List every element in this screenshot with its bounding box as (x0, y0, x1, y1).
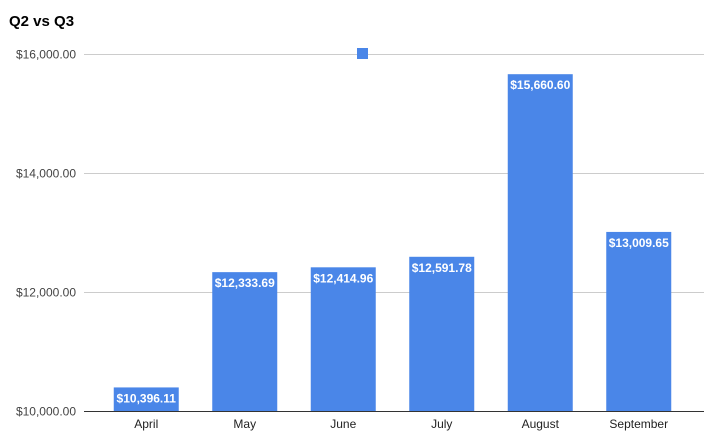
bar-june (310, 267, 376, 411)
x-tick-label: April (134, 417, 158, 431)
bar-april (113, 387, 179, 411)
y-tick-label: $16,000.00 (16, 48, 76, 62)
x-tick-label: May (233, 417, 256, 431)
y-tick-label: $12,000.00 (16, 286, 76, 300)
x-tick-label: July (431, 417, 452, 431)
x-tick-label: September (609, 417, 668, 431)
data-label: $12,333.69 (215, 276, 275, 290)
bar-august (507, 74, 573, 411)
data-label: $12,591.78 (412, 261, 472, 275)
y-tick-label: $10,000.00 (16, 405, 76, 419)
data-label: $13,009.65 (609, 236, 669, 250)
bar-september (606, 231, 672, 411)
data-label: $15,660.60 (510, 78, 570, 92)
data-label: $12,414.96 (313, 271, 373, 285)
y-tick-label: $14,000.00 (16, 167, 76, 181)
x-tick-label: August (522, 417, 560, 431)
bar-july (409, 256, 475, 411)
legend-marker (357, 48, 368, 59)
bar-may (212, 272, 278, 411)
x-tick-label: June (330, 417, 356, 431)
data-label: $10,396.11 (117, 391, 177, 405)
chart-title: Q2 vs Q3 (9, 13, 75, 30)
